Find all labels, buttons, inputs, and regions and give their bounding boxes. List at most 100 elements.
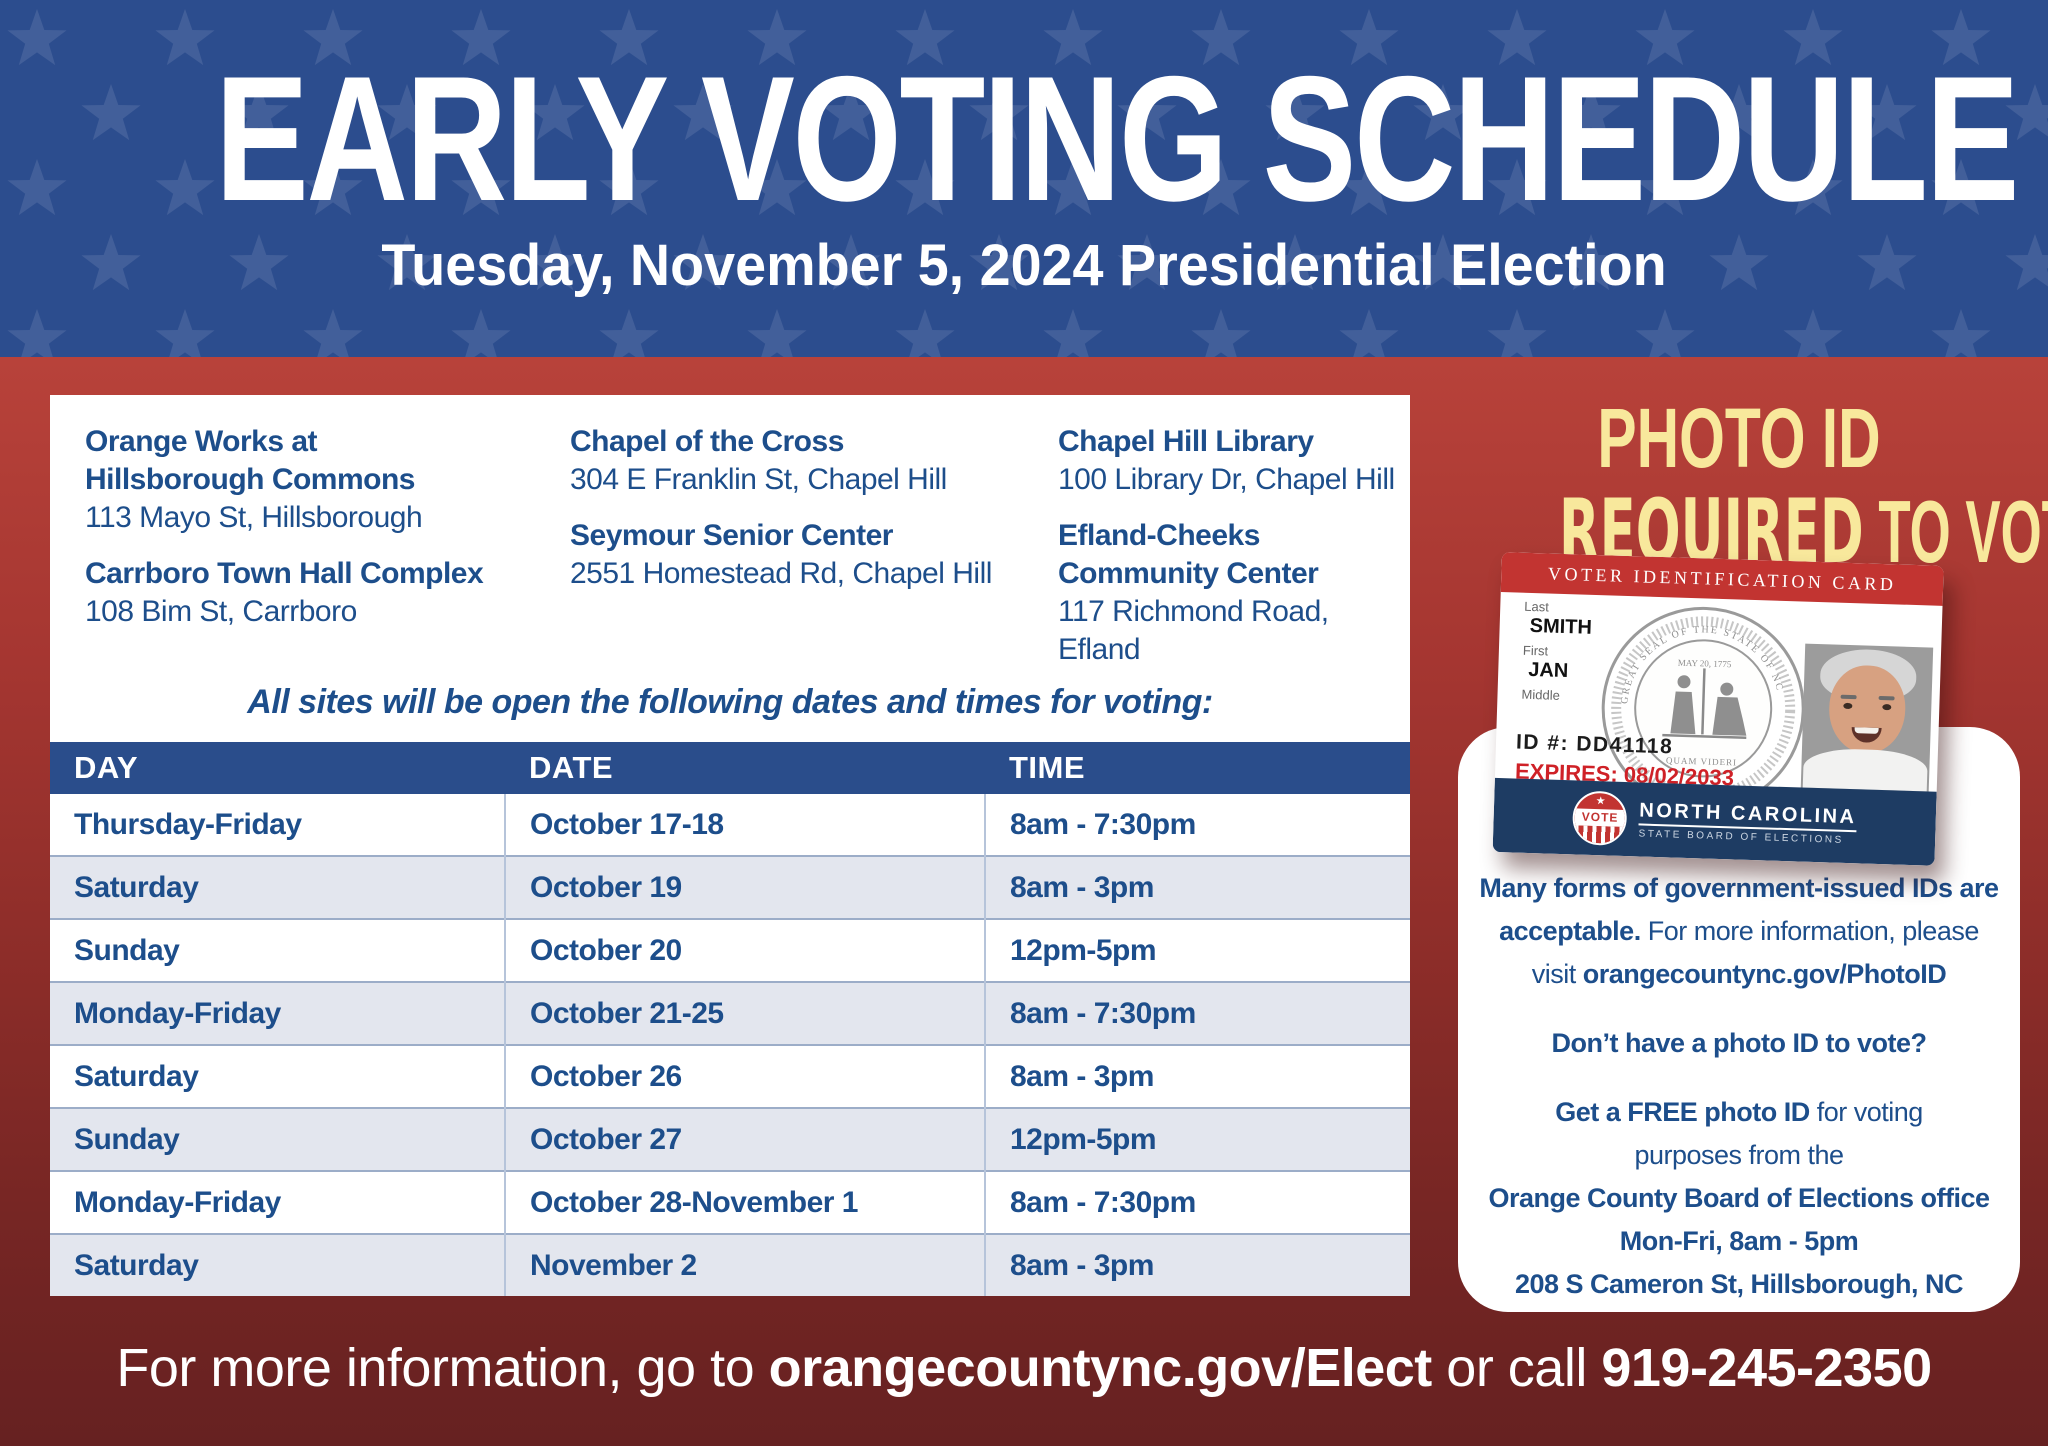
cell-date: October 20 [504, 918, 985, 982]
middle-name-label: Middle [1521, 686, 1561, 703]
location-address: 117 Richmond Road, Efland [1058, 595, 1329, 666]
info-text: For more information, please [1640, 916, 1980, 946]
cell-time: 12pm-5pm [984, 1107, 1410, 1171]
footer-info-line: For more information, go to orangecounty… [0, 1326, 2048, 1410]
voter-photo [1800, 643, 1934, 792]
last-name-value: SMITH [1529, 614, 1593, 639]
cell-time: 8am - 7:30pm [984, 1170, 1410, 1234]
location-name: Orange Works at [85, 425, 318, 458]
info-line: Get a FREE photo ID for voting [1458, 1091, 2020, 1134]
location-address: 108 Bim St, Carrboro [85, 595, 357, 628]
info-text-bold: acceptable. [1499, 916, 1641, 946]
info-text-bold: Get a FREE photo ID [1555, 1097, 1810, 1127]
no-photo-id-question: Don’t have a photo ID to vote? [1551, 1028, 1928, 1058]
footer-text: or call [1431, 1338, 1602, 1398]
cell-date: October 27 [504, 1107, 985, 1171]
cell-date: October 28-November 1 [504, 1170, 985, 1234]
cell-time: 8am - 7:30pm [984, 981, 1410, 1045]
photo-eye [1843, 702, 1853, 710]
office-address: 208 S Cameron St, Hillsborough, NC [1514, 1269, 1964, 1299]
vote-logo-stripes [1574, 825, 1625, 844]
info-line: visit orangecountync.gov/PhotoID [1458, 953, 2020, 996]
table-row: Saturday October 19 8am - 3pm [50, 855, 1410, 919]
cell-time: 8am - 7:30pm [984, 794, 1410, 856]
location-address: 113 Mayo St, Hillsborough [85, 501, 423, 534]
cell-date: October 19 [504, 855, 985, 919]
photo-id-heading-line1: PHOTO ID [1597, 391, 1881, 485]
photo-eyebrow [1878, 695, 1895, 701]
cell-day: Monday-Friday [50, 981, 505, 1045]
location-name: Community Center [1058, 557, 1319, 590]
star-icon: ★ [1595, 795, 1606, 808]
footer-url: orangecountync.gov/Elect [768, 1338, 1433, 1398]
info-line: Many forms of government-issued IDs are [1458, 867, 2020, 910]
first-name-value: JAN [1527, 658, 1569, 683]
location-address: 100 Library Dr, Chapel Hill [1058, 463, 1395, 496]
schedule-card: Orange Works at Hillsborough Commons 113… [50, 395, 1410, 1296]
to-vote-text: TO VOTE [1878, 482, 2048, 581]
photo-id-url: orangecountync.gov/PhotoID [1582, 959, 1947, 989]
location-seymour-senior-center: Seymour Senior Center 2551 Homestead Rd,… [570, 517, 1040, 593]
table-row: Thursday-Friday October 17-18 8am - 7:30… [50, 794, 1410, 856]
location-name: Seymour Senior Center [570, 519, 893, 552]
info-line: acceptable. For more information, please [1458, 910, 2020, 953]
star-pattern [0, 0, 2048, 357]
photo-id-heading: PHOTO ID REQUIRED TO VOTE [1439, 391, 2048, 576]
location-name: Chapel Hill Library [1058, 425, 1314, 458]
location-address: 304 E Franklin St, Chapel Hill [570, 463, 947, 496]
column-header-time: TIME [985, 742, 1410, 794]
photo-face [1827, 664, 1907, 755]
info-text-bold: Many forms of government-issued IDs are [1479, 873, 1999, 903]
column-header-date: DATE [505, 742, 985, 794]
office-hours: Mon-Fri, 8am - 5pm [1619, 1226, 1859, 1256]
column-header-day: DAY [50, 742, 505, 794]
page-subtitle: Tuesday, November 5, 2024 Presidential E… [381, 233, 1667, 298]
nc-state-seal: GREAT SEAL OF THE STATE OF NC MAY 20, 17… [1601, 606, 1805, 810]
info-line: purposes from the [1634, 1140, 1844, 1170]
table-row: Saturday November 2 8am - 3pm [50, 1233, 1410, 1296]
info-text: for voting [1809, 1097, 1924, 1127]
location-name: Carrboro Town Hall Complex [85, 557, 484, 590]
photo-eyebrow [1840, 694, 1857, 700]
org-name: NORTH CAROLINA [1638, 799, 1857, 833]
voter-id-card: VOTER IDENTIFICATION CARD GREAT SEAL OF … [1492, 552, 1944, 866]
cell-date: October 17-18 [504, 794, 985, 856]
locations-column-1: Orange Works at Hillsborough Commons 113… [85, 423, 545, 649]
location-address: 2551 Homestead Rd, Chapel Hill [570, 557, 992, 590]
first-name-label: First [1522, 642, 1549, 659]
locations-column-2: Chapel of the Cross 304 E Franklin St, C… [570, 423, 1040, 611]
cell-date: October 26 [504, 1044, 985, 1108]
cell-day: Saturday [50, 1233, 505, 1296]
table-row: Saturday October 26 8am - 3pm [50, 1044, 1410, 1108]
schedule-intro: All sites will be open the following dat… [247, 683, 1213, 721]
table-row: Sunday October 27 12pm-5pm [50, 1107, 1410, 1171]
page-title: EARLY VOTING SCHEDULE [215, 39, 2019, 238]
cell-day: Sunday [50, 918, 505, 982]
cell-time: 8am - 3pm [984, 1233, 1410, 1296]
cell-time: 8am - 3pm [984, 1044, 1410, 1108]
voting-schedule-table: DAY DATE TIME Thursday-Friday October 17… [50, 742, 1410, 1296]
location-chapel-hill-library: Chapel Hill Library 100 Library Dr, Chap… [1058, 423, 1408, 499]
locations-column-3: Chapel Hill Library 100 Library Dr, Chap… [1058, 423, 1408, 687]
elections-board-wordmark: NORTH CAROLINA STATE BOARD OF ELECTIONS [1638, 799, 1857, 846]
location-name: Chapel of the Cross [570, 425, 844, 458]
info-text: visit [1531, 959, 1583, 989]
elections-office-name: Orange County Board of Elections office [1488, 1183, 1990, 1213]
table-row: Monday-Friday October 28-November 1 8am … [50, 1170, 1410, 1234]
footer-text: For more information, go to [116, 1338, 769, 1398]
location-carrboro-town-hall: Carrboro Town Hall Complex 108 Bim St, C… [85, 555, 545, 631]
cell-day: Saturday [50, 855, 505, 919]
table-row: Sunday October 20 12pm-5pm [50, 918, 1410, 982]
cell-date: October 21-25 [504, 981, 985, 1045]
id-number: ID #: DD41118 [1515, 730, 1674, 759]
photo-teeth [1854, 727, 1879, 734]
location-name: Efland-Cheeks [1058, 519, 1260, 552]
cell-time: 12pm-5pm [984, 918, 1410, 982]
vote-logo-text: VOTE [1574, 808, 1626, 827]
table-row: Monday-Friday October 21-25 8am - 7:30pm [50, 981, 1410, 1045]
last-name-label: Last [1524, 598, 1550, 615]
location-name: Hillsborough Commons [85, 463, 416, 496]
cell-date: November 2 [504, 1233, 985, 1296]
cell-time: 8am - 3pm [984, 855, 1410, 919]
